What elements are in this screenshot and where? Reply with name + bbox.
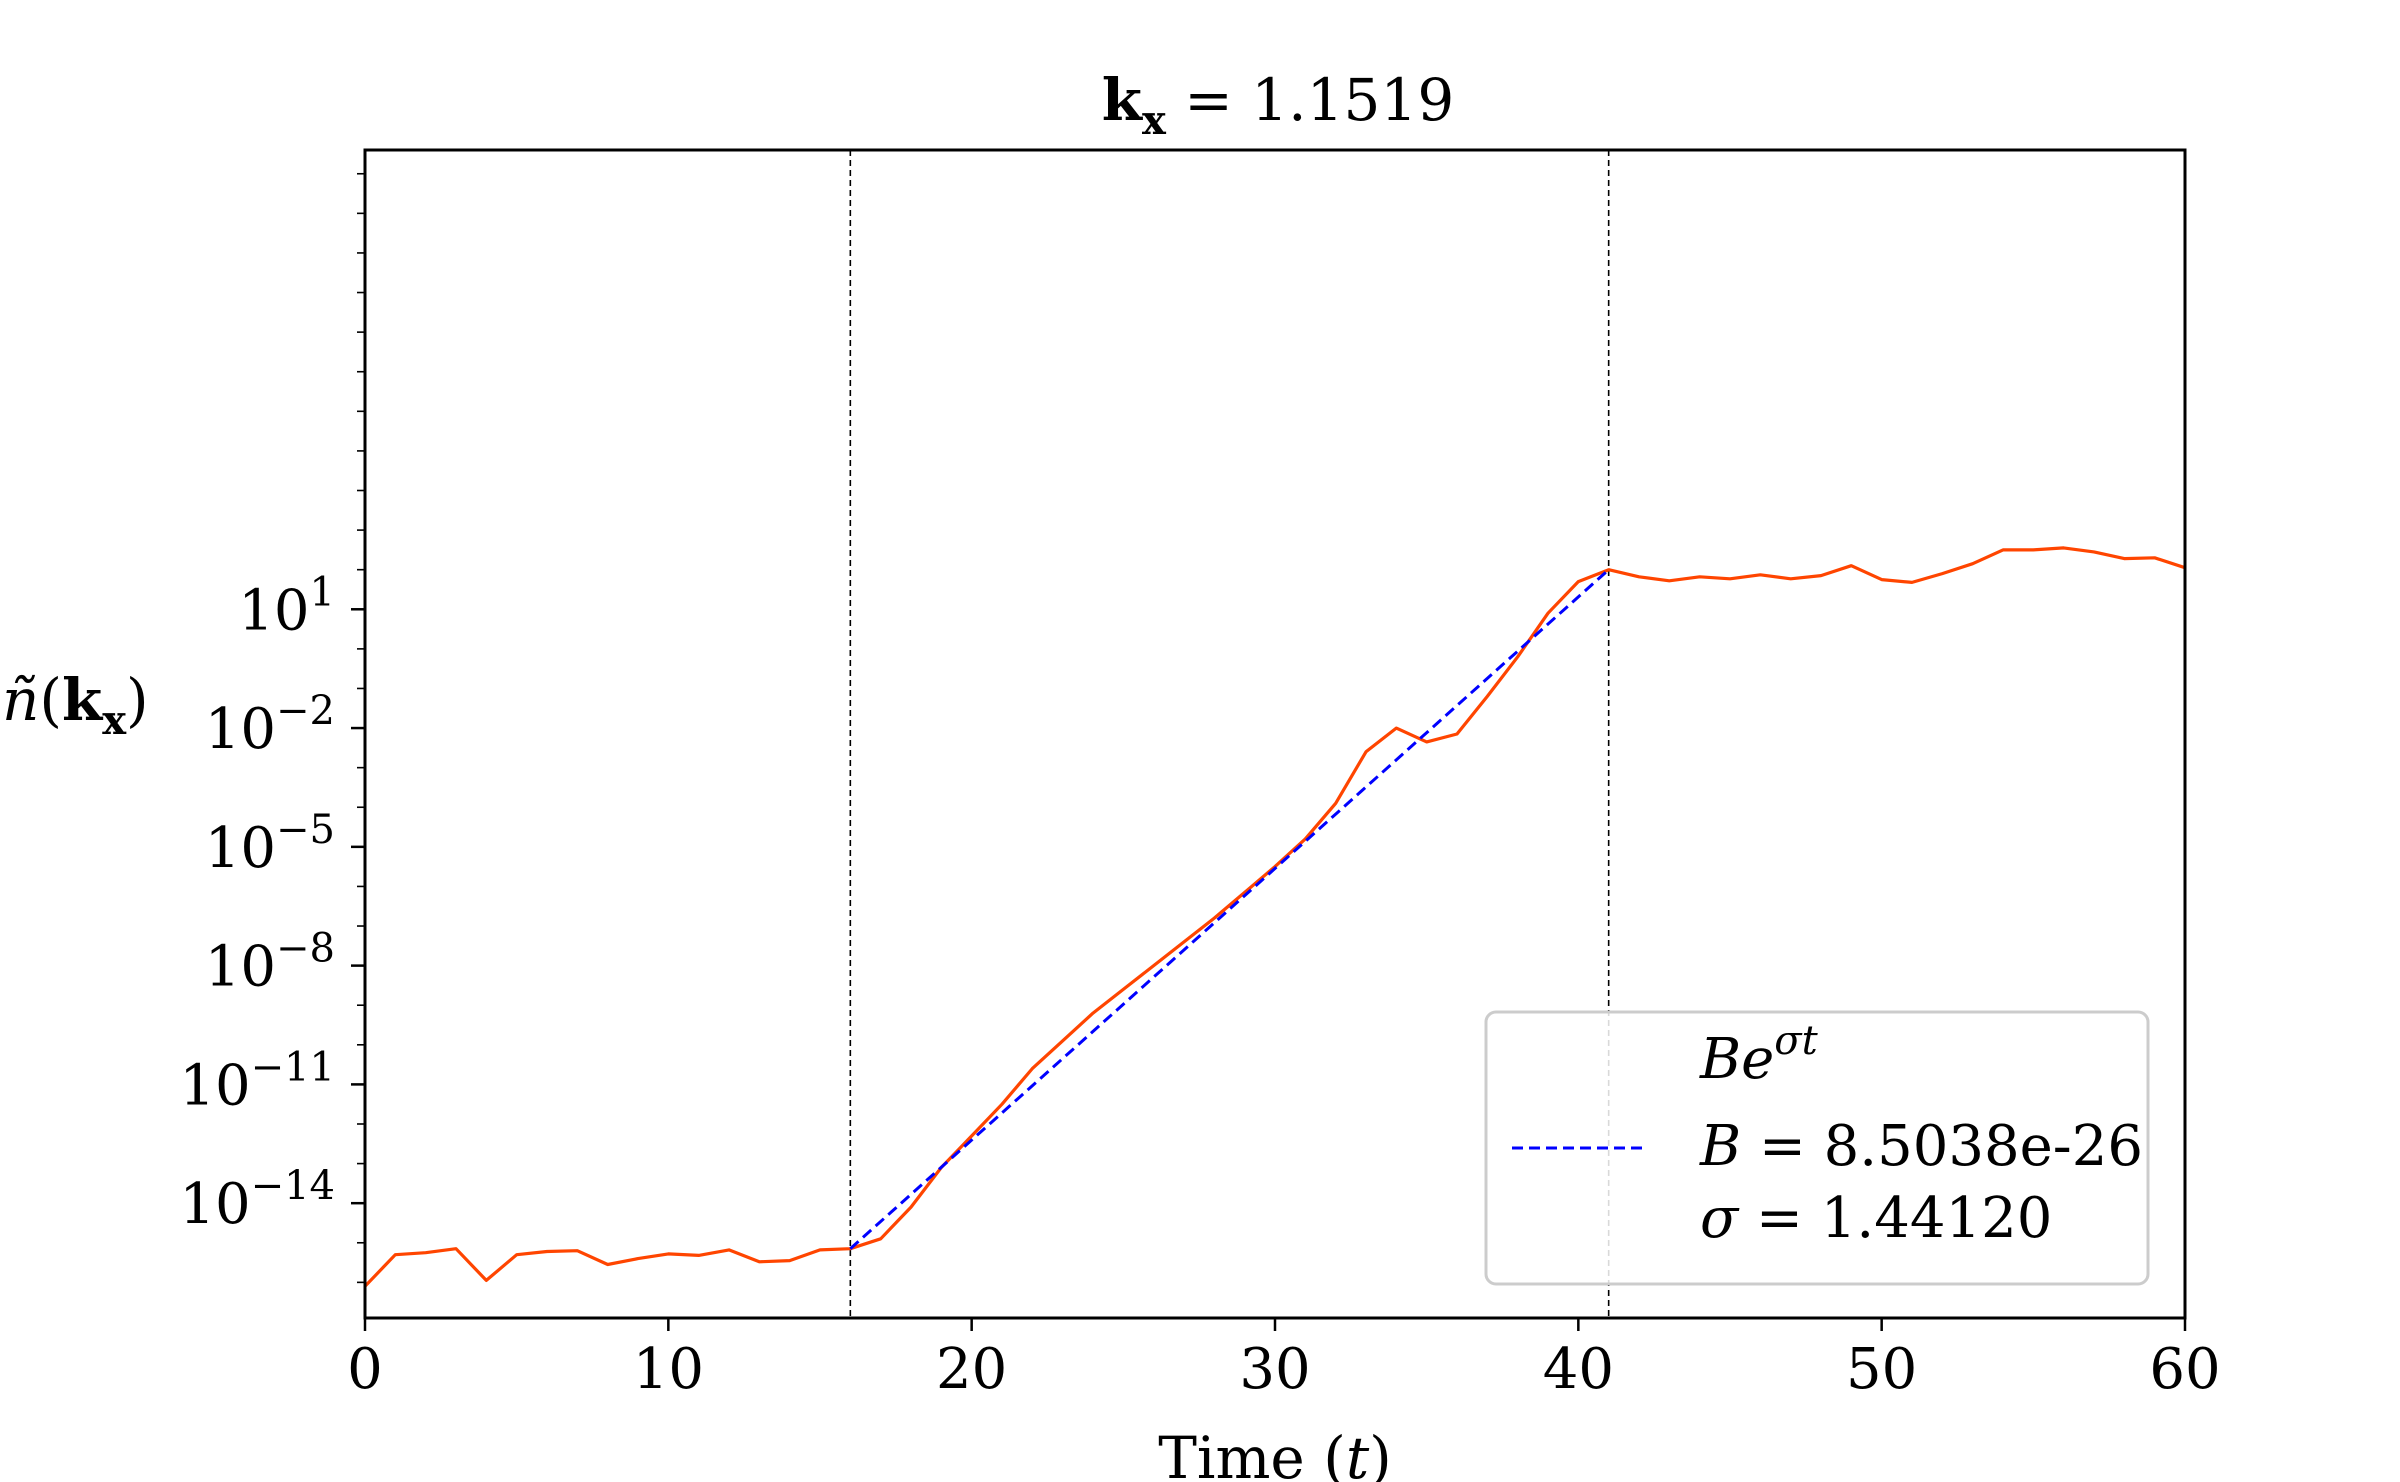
x-tick-label: 0: [347, 1337, 383, 1402]
legend-formula: Beσt: [1699, 1018, 1819, 1092]
title-bold: k: [1102, 66, 1144, 134]
y-tick-label: 10−5: [205, 807, 335, 881]
x-tick-label: 30: [1239, 1337, 1310, 1402]
y-axis: 101 10−2 10−5 10−8 10−11 10−14: [179, 172, 365, 1284]
x-axis-title: Time (t): [1158, 1424, 1392, 1482]
series-layer: [365, 546, 2185, 1288]
y-tick-label: 10−8: [205, 926, 335, 1000]
chart-title: kx = 1.1519: [1102, 66, 1454, 144]
legend-box: [1484, 1010, 2150, 1286]
x-tick-label: 50: [1846, 1337, 1917, 1402]
legend-param-b: B = 8.5038e-26: [1699, 1114, 2143, 1179]
title-sub: x: [1142, 97, 1167, 144]
x-axis: 0 10 20 30 40 50 60: [347, 1318, 2221, 1402]
title-rest: = 1.1519: [1166, 66, 1454, 134]
y-tick-label: 10−11: [179, 1044, 335, 1118]
legend: Beσt B = 8.5038e-26 σ = 1.44120: [1484, 1010, 2150, 1286]
y-tick-label: 10−2: [205, 688, 335, 762]
y-tick-label: 10−14: [179, 1163, 335, 1237]
x-tick-label: 20: [936, 1337, 1007, 1402]
y-tick-label: 101: [238, 569, 335, 643]
x-tick-label: 10: [633, 1337, 704, 1402]
x-tick-label: 60: [2149, 1337, 2220, 1402]
y-axis-title: ñ(kx): [2, 666, 149, 744]
legend-param-sigma: σ = 1.44120: [1700, 1186, 2052, 1251]
x-tick-label: 40: [1543, 1337, 1614, 1402]
